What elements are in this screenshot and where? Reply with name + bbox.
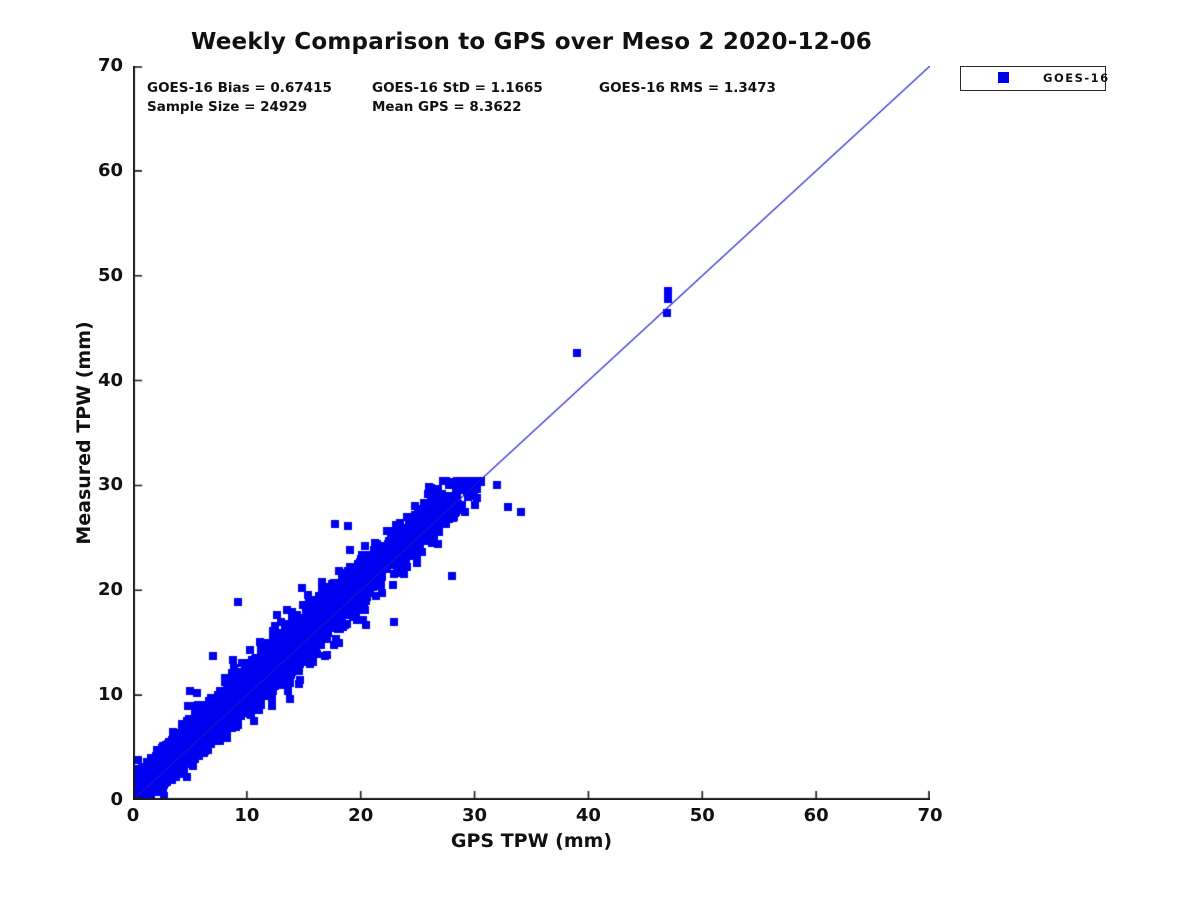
x-tick-label: 40 — [575, 805, 601, 826]
y-axis-label: Measured TPW (mm) — [73, 321, 95, 545]
legend-square-marker-icon — [998, 72, 1009, 83]
x-tick-label: 70 — [917, 805, 943, 826]
y-tick-label: 10 — [97, 684, 123, 706]
y-tick-label: 0 — [110, 789, 123, 810]
legend-series-label: GOES-16 — [1043, 71, 1110, 85]
x-tick-label: 20 — [348, 805, 374, 826]
legend: GOES-16 — [960, 66, 1108, 91]
y-tick-label: 30 — [97, 474, 123, 496]
x-tick-label: 10 — [234, 805, 260, 826]
x-tick-label: 30 — [462, 805, 488, 826]
chart-title: Weekly Comparison to GPS over Meso 2 202… — [190, 29, 873, 55]
y-tick-label: 20 — [97, 579, 123, 601]
x-tick-label: 60 — [803, 805, 829, 826]
x-tick-label: 0 — [126, 805, 140, 826]
y-tick-label: 60 — [97, 159, 123, 181]
y-tick-label: 40 — [97, 369, 123, 391]
x-tick-label: 50 — [689, 805, 715, 826]
y-tick-label: 70 — [97, 55, 123, 76]
y-tick-label: 50 — [97, 264, 123, 286]
x-axis-label: GPS TPW (mm) — [450, 830, 613, 852]
scatter-plot-canvas — [133, 66, 930, 800]
